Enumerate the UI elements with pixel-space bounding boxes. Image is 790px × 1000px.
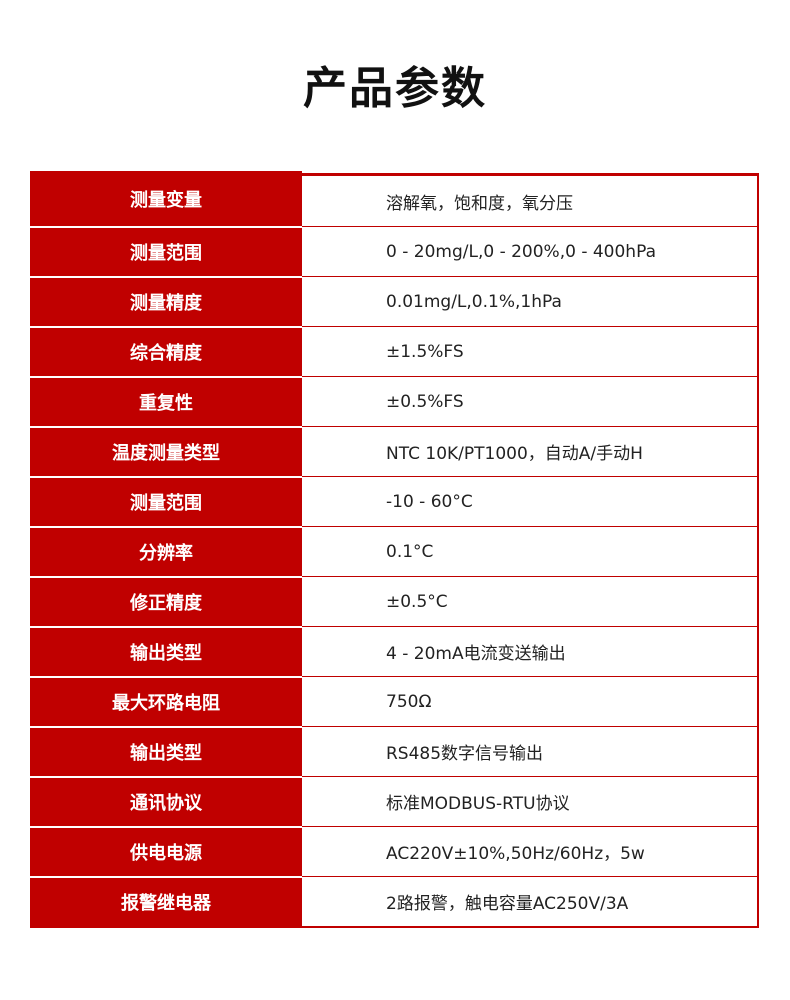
param-value: ±0.5°C [302,576,759,626]
param-label: 测量范围 [30,476,302,526]
table-row: 综合精度 ±1.5%FS [30,326,759,376]
param-label: 通讯协议 [30,776,302,826]
param-value: 0.1°C [302,526,759,576]
param-value: 0.01mg/L,0.1%,1hPa [302,276,759,326]
table-row: 测量精度 0.01mg/L,0.1%,1hPa [30,276,759,326]
param-label: 综合精度 [30,326,302,376]
table-row: 测量范围 -10 - 60°C [30,476,759,526]
param-value: 750Ω [302,676,759,726]
param-value: ±0.5%FS [302,376,759,426]
table-row: 通讯协议 标准MODBUS-RTU协议 [30,776,759,826]
param-value: 标准MODBUS-RTU协议 [302,776,759,826]
param-label: 温度测量类型 [30,426,302,476]
param-label: 输出类型 [30,626,302,676]
table-row: 测量变量 溶解氧，饱和度，氧分压 [30,171,759,226]
table-row: 输出类型 RS485数字信号输出 [30,726,759,776]
table-row: 供电电源 AC220V±10%,50Hz/60Hz，5w [30,826,759,876]
param-value: -10 - 60°C [302,476,759,526]
param-label: 测量范围 [30,226,302,276]
table-row: 重复性 ±0.5%FS [30,376,759,426]
param-label: 重复性 [30,376,302,426]
param-value: 4 - 20mA电流变送输出 [302,626,759,676]
param-value: 2路报警，触电容量AC250V/3A [302,876,759,926]
table-row: 测量范围 0 - 20mg/L,0 - 200%,0 - 400hPa [30,226,759,276]
table-row: 分辨率 0.1°C [30,526,759,576]
param-label: 分辨率 [30,526,302,576]
table-row: 修正精度 ±0.5°C [30,576,759,626]
table-row: 报警继电器 2路报警，触电容量AC250V/3A [30,876,759,926]
param-value: 溶解氧，饱和度，氧分压 [302,173,759,226]
table-row: 温度测量类型 NTC 10K/PT1000，自动A/手动H [30,426,759,476]
param-label: 供电电源 [30,826,302,876]
param-value: ±1.5%FS [302,326,759,376]
param-value: AC220V±10%,50Hz/60Hz，5w [302,826,759,876]
param-label: 测量变量 [30,171,302,226]
page-title: 产品参数 [303,63,487,114]
param-value: NTC 10K/PT1000，自动A/手动H [302,426,759,476]
param-label: 报警继电器 [30,876,302,926]
table-row: 输出类型 4 - 20mA电流变送输出 [30,626,759,676]
table-row: 最大环路电阻 750Ω [30,676,759,726]
param-value: RS485数字信号输出 [302,726,759,776]
param-label: 测量精度 [30,276,302,326]
param-value: 0 - 20mg/L,0 - 200%,0 - 400hPa [302,226,759,276]
param-label: 输出类型 [30,726,302,776]
spec-table: 测量变量 溶解氧，饱和度，氧分压 测量范围 0 - 20mg/L,0 - 200%,0… [30,171,759,928]
param-label: 修正精度 [30,576,302,626]
param-label: 最大环路电阻 [30,676,302,726]
